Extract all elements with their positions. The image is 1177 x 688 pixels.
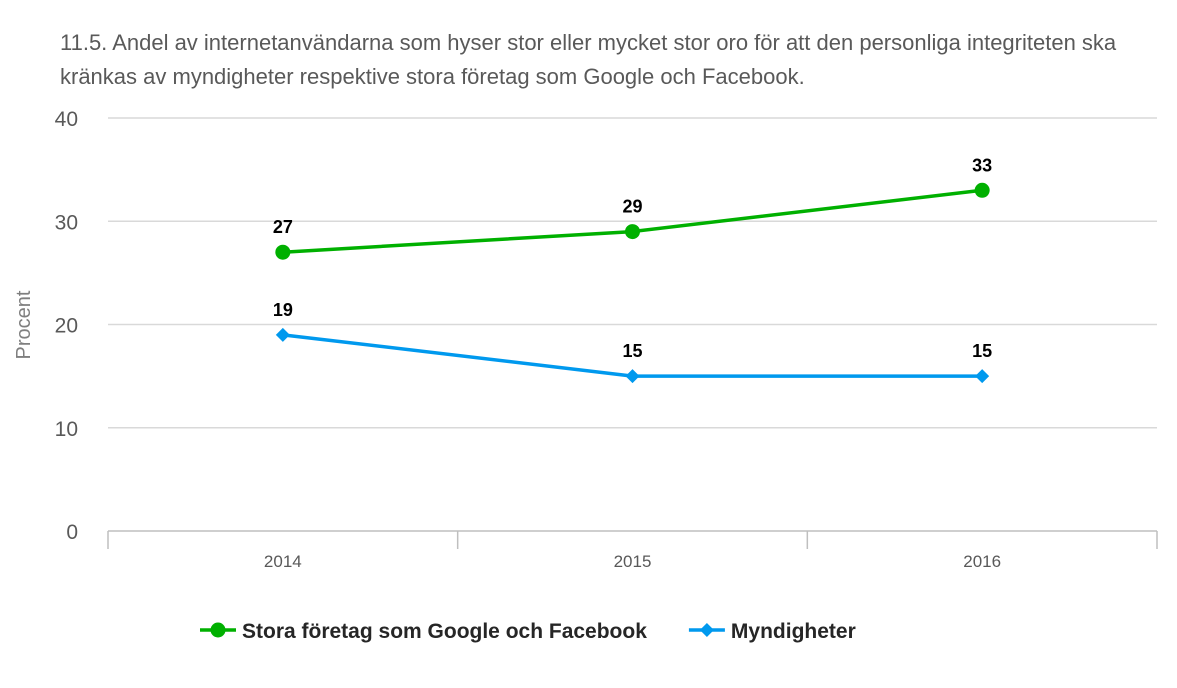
x-axis-ticks: 2014 2015 2016 <box>264 552 1001 571</box>
data-label: 19 <box>273 300 293 320</box>
x-tick-label: 2015 <box>614 552 652 571</box>
data-point <box>625 224 640 240</box>
data-label: 15 <box>972 341 992 361</box>
x-axis <box>107 530 1158 549</box>
y-axis-label: Procent <box>13 290 35 359</box>
legend: Stora företag som Google och Facebook Myn… <box>200 620 856 643</box>
legend-label: Stora företag som Google och Facebook <box>242 620 647 643</box>
data-labels: 27 29 33 19 15 15 <box>273 155 992 361</box>
y-tick-label: 10 <box>55 418 78 441</box>
data-label: 15 <box>622 341 642 361</box>
x-tick-label: 2016 <box>963 552 1001 571</box>
data-label: 29 <box>622 197 642 217</box>
legend-marker <box>210 622 226 638</box>
data-point <box>275 327 290 342</box>
data-point <box>625 369 640 384</box>
chart-title: 11.5. Andel av internetanvändarna som hy… <box>60 30 1117 89</box>
legend-label: Myndigheter <box>731 620 856 643</box>
y-tick-label: 0 <box>66 521 78 544</box>
y-tick-label: 30 <box>55 211 78 234</box>
data-point <box>275 244 291 260</box>
y-tick-label: 40 <box>55 108 78 131</box>
data-label: 33 <box>972 155 992 175</box>
series <box>275 182 990 384</box>
data-label: 27 <box>273 217 293 237</box>
data-point <box>975 369 990 384</box>
gridlines <box>108 117 1157 429</box>
legend-marker <box>699 623 714 637</box>
y-tick-label: 20 <box>55 315 78 338</box>
y-axis-ticks: 0 10 20 30 40 <box>55 108 78 544</box>
x-tick-label: 2014 <box>264 552 302 571</box>
data-point <box>974 182 990 198</box>
